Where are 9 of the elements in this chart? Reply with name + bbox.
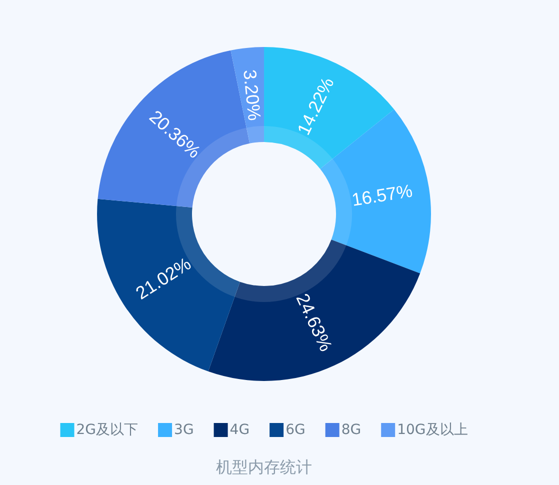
text: 机型内存统计 bbox=[216, 458, 312, 477]
legend-label: 3G bbox=[174, 422, 194, 438]
legend-label: 8G bbox=[341, 422, 362, 438]
legend-label: 4G bbox=[230, 422, 250, 438]
data-label: 3.20% bbox=[240, 68, 265, 122]
legend-label: 6G bbox=[286, 422, 306, 438]
legend-label: 2G及以下 bbox=[76, 422, 138, 438]
legend-label: 10G及以上 bbox=[397, 422, 468, 438]
data-label: 16.57% bbox=[350, 180, 414, 210]
